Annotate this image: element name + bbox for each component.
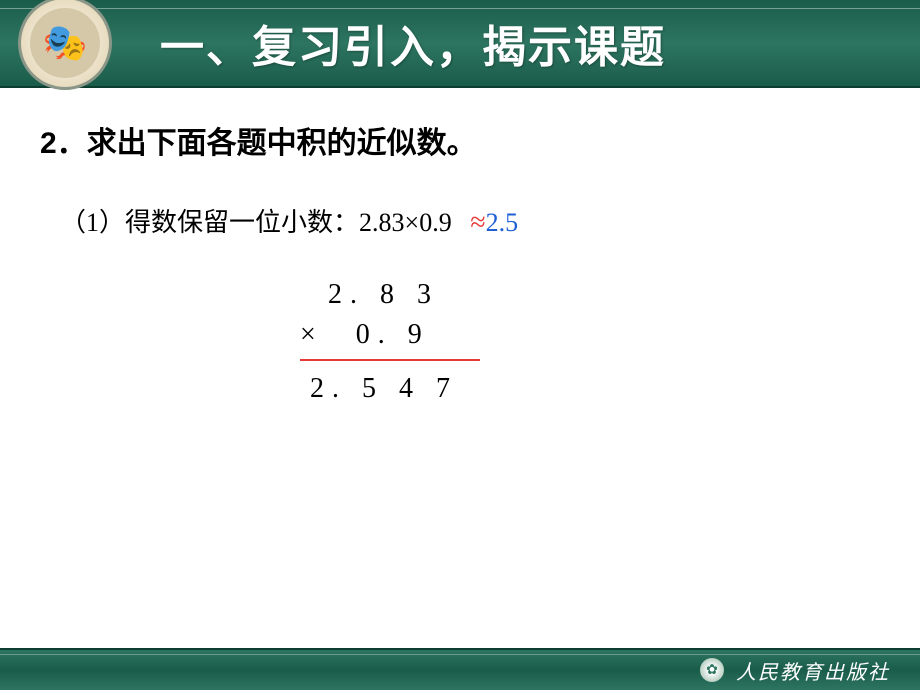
logo-image: 🎭 <box>30 8 100 78</box>
sub-question-expression: 2.83×0.9 <box>359 208 452 237</box>
calc-multiplicand: 2. 8 3 <box>300 279 880 311</box>
question-text: 求出下面各题中积的近似数。 <box>87 127 477 160</box>
calc-product: 2. 5 4 7 <box>300 373 880 405</box>
slide-header: 🎭 一、复习引入，揭示课题 <box>0 0 920 88</box>
vertical-calculation: 2. 8 3 × 0. 9 2. 5 4 7 <box>300 279 880 405</box>
slide-content: 2．求出下面各题中积的近似数。 （1）得数保留一位小数：2.83×0.9 ≈2.… <box>0 88 920 443</box>
calc-divider-line <box>300 359 480 361</box>
footer-logo-icon: ✿ <box>700 658 724 682</box>
calc-multiplier-row: × 0. 9 <box>300 319 880 351</box>
approx-symbol: ≈ <box>470 207 485 238</box>
sub-question-text: 得数保留一位小数： <box>125 208 359 237</box>
slide-title: 一、复习引入，揭示课题 <box>160 11 666 75</box>
header-logo: 🎭 <box>18 0 112 90</box>
multiply-sign: × <box>300 319 316 351</box>
question-number: 2． <box>40 127 87 160</box>
footer-accent-line <box>0 654 920 655</box>
approx-value: 2.5 <box>486 208 519 237</box>
calc-multiplier: 0. 9 <box>356 319 430 351</box>
header-accent-line <box>0 8 920 9</box>
slide-footer: ✿ 人民教育出版社 <box>0 648 920 690</box>
publisher-name: 人民教育出版社 <box>736 656 890 685</box>
question-heading: 2．求出下面各题中积的近似数。 <box>40 118 880 162</box>
sub-question-number: （1） <box>60 208 125 237</box>
sub-question: （1）得数保留一位小数：2.83×0.9 ≈2.5 <box>60 202 880 239</box>
